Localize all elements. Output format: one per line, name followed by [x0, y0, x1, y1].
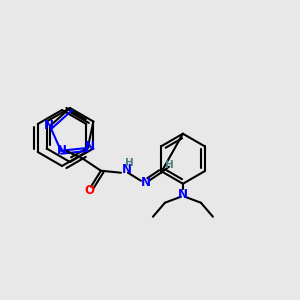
Text: N: N	[57, 144, 67, 157]
Text: O: O	[84, 184, 94, 197]
Text: N: N	[85, 140, 95, 153]
Text: N: N	[122, 163, 132, 176]
Text: H: H	[124, 158, 133, 168]
Text: N: N	[178, 188, 188, 201]
Text: H: H	[164, 160, 173, 170]
Text: N: N	[141, 176, 151, 189]
Text: N: N	[44, 118, 54, 132]
